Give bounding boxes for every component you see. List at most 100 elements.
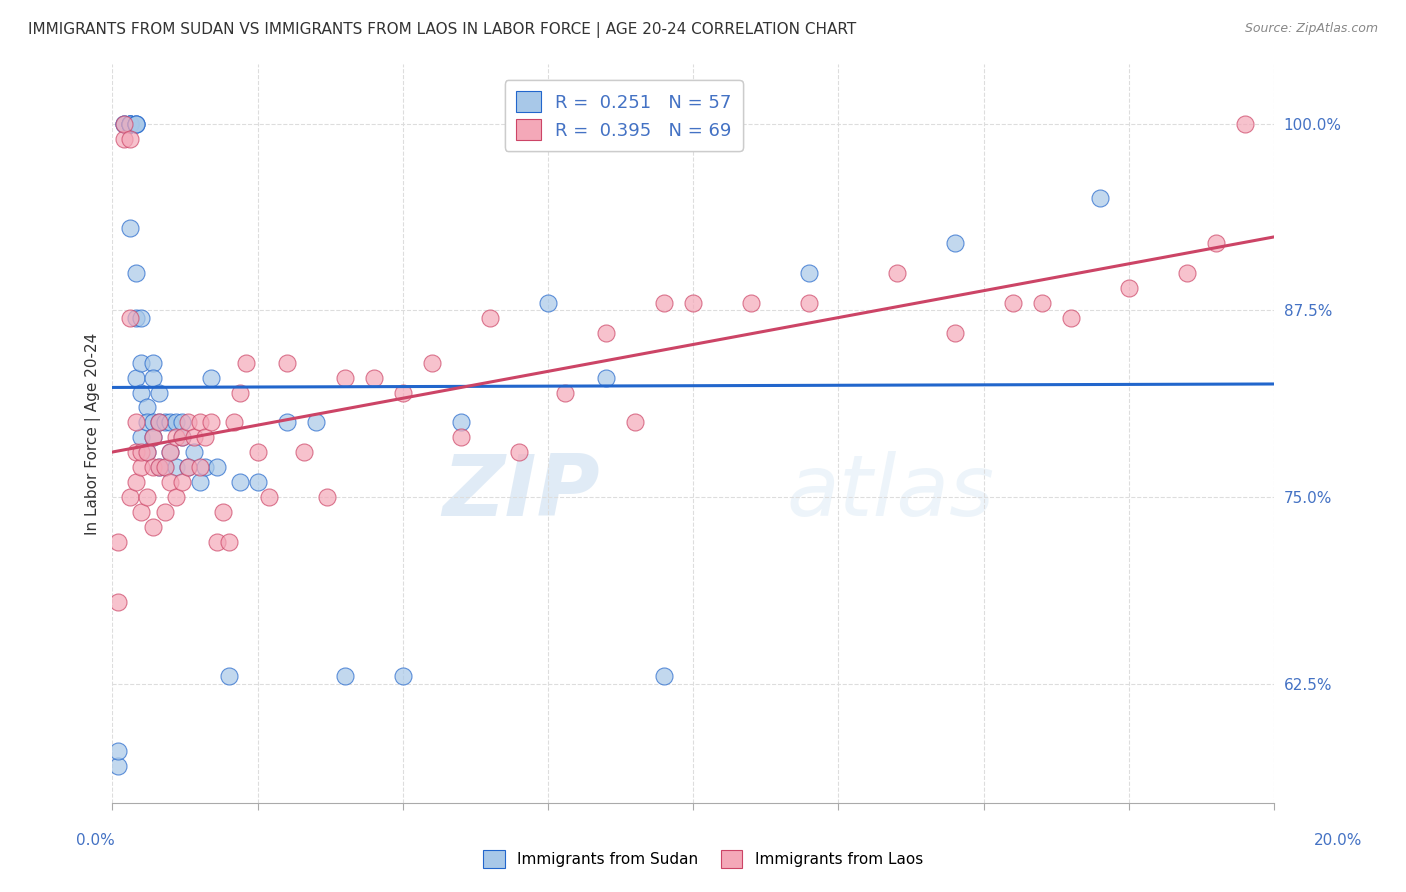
Point bbox=[246, 475, 269, 490]
Point bbox=[652, 669, 675, 683]
Point bbox=[142, 416, 165, 430]
Point bbox=[153, 460, 176, 475]
Point bbox=[148, 416, 170, 430]
Point bbox=[142, 356, 165, 370]
Point bbox=[118, 117, 141, 131]
Point bbox=[107, 744, 129, 758]
Legend: Immigrants from Sudan, Immigrants from Laos: Immigrants from Sudan, Immigrants from L… bbox=[477, 844, 929, 873]
Point bbox=[257, 490, 280, 504]
Point bbox=[118, 221, 141, 235]
Point bbox=[107, 759, 129, 773]
Point bbox=[740, 296, 762, 310]
Point bbox=[124, 475, 146, 490]
Point bbox=[478, 310, 501, 325]
Point bbox=[652, 296, 675, 310]
Point bbox=[211, 505, 233, 519]
Point bbox=[1088, 191, 1111, 205]
Point bbox=[595, 326, 617, 340]
Point bbox=[107, 594, 129, 608]
Point bbox=[118, 117, 141, 131]
Point bbox=[200, 370, 222, 384]
Point bbox=[224, 416, 246, 430]
Point bbox=[153, 505, 176, 519]
Point bbox=[1175, 266, 1198, 280]
Point bbox=[235, 356, 257, 370]
Point bbox=[943, 236, 966, 251]
Point bbox=[305, 416, 328, 430]
Point bbox=[1001, 296, 1024, 310]
Point bbox=[624, 416, 647, 430]
Point bbox=[218, 669, 240, 683]
Point bbox=[276, 416, 298, 430]
Point bbox=[188, 475, 211, 490]
Point bbox=[153, 416, 176, 430]
Point bbox=[194, 460, 217, 475]
Point bbox=[246, 445, 269, 459]
Point bbox=[142, 520, 165, 534]
Point bbox=[886, 266, 908, 280]
Point bbox=[159, 416, 181, 430]
Point bbox=[1118, 281, 1140, 295]
Text: IMMIGRANTS FROM SUDAN VS IMMIGRANTS FROM LAOS IN LABOR FORCE | AGE 20-24 CORRELA: IMMIGRANTS FROM SUDAN VS IMMIGRANTS FROM… bbox=[28, 22, 856, 38]
Point bbox=[1234, 117, 1257, 131]
Point bbox=[508, 445, 530, 459]
Point bbox=[165, 490, 187, 504]
Point bbox=[112, 117, 135, 131]
Point bbox=[148, 460, 170, 475]
Text: 20.0%: 20.0% bbox=[1315, 833, 1362, 847]
Point bbox=[124, 416, 146, 430]
Point bbox=[450, 430, 472, 444]
Point bbox=[188, 460, 211, 475]
Point bbox=[118, 117, 141, 131]
Point bbox=[205, 534, 228, 549]
Point bbox=[333, 370, 356, 384]
Point bbox=[595, 370, 617, 384]
Point bbox=[124, 310, 146, 325]
Point bbox=[420, 356, 443, 370]
Point bbox=[229, 385, 252, 400]
Point bbox=[118, 117, 141, 131]
Point bbox=[292, 445, 315, 459]
Point bbox=[107, 534, 129, 549]
Point bbox=[112, 117, 135, 131]
Point bbox=[153, 460, 176, 475]
Point bbox=[177, 416, 200, 430]
Point bbox=[131, 445, 153, 459]
Point bbox=[136, 445, 159, 459]
Point bbox=[131, 356, 153, 370]
Point bbox=[136, 490, 159, 504]
Point bbox=[136, 445, 159, 459]
Point bbox=[177, 460, 200, 475]
Point bbox=[177, 460, 200, 475]
Point bbox=[142, 430, 165, 444]
Point bbox=[172, 475, 194, 490]
Point bbox=[188, 416, 211, 430]
Point bbox=[194, 430, 217, 444]
Point bbox=[165, 416, 187, 430]
Point bbox=[537, 296, 560, 310]
Point bbox=[142, 370, 165, 384]
Point bbox=[142, 430, 165, 444]
Point bbox=[131, 310, 153, 325]
Point bbox=[450, 416, 472, 430]
Point bbox=[218, 534, 240, 549]
Point bbox=[112, 132, 135, 146]
Point bbox=[172, 416, 194, 430]
Point bbox=[124, 117, 146, 131]
Text: ZIP: ZIP bbox=[443, 451, 600, 534]
Point bbox=[131, 460, 153, 475]
Point bbox=[159, 475, 181, 490]
Point bbox=[148, 385, 170, 400]
Point bbox=[183, 445, 205, 459]
Point bbox=[118, 310, 141, 325]
Point bbox=[1060, 310, 1083, 325]
Point bbox=[276, 356, 298, 370]
Text: Source: ZipAtlas.com: Source: ZipAtlas.com bbox=[1244, 22, 1378, 36]
Point bbox=[159, 445, 181, 459]
Point bbox=[392, 669, 415, 683]
Point bbox=[159, 445, 181, 459]
Point bbox=[799, 296, 821, 310]
Point bbox=[124, 117, 146, 131]
Point bbox=[1031, 296, 1053, 310]
Legend: R =  0.251   N = 57, R =  0.395   N = 69: R = 0.251 N = 57, R = 0.395 N = 69 bbox=[505, 80, 742, 151]
